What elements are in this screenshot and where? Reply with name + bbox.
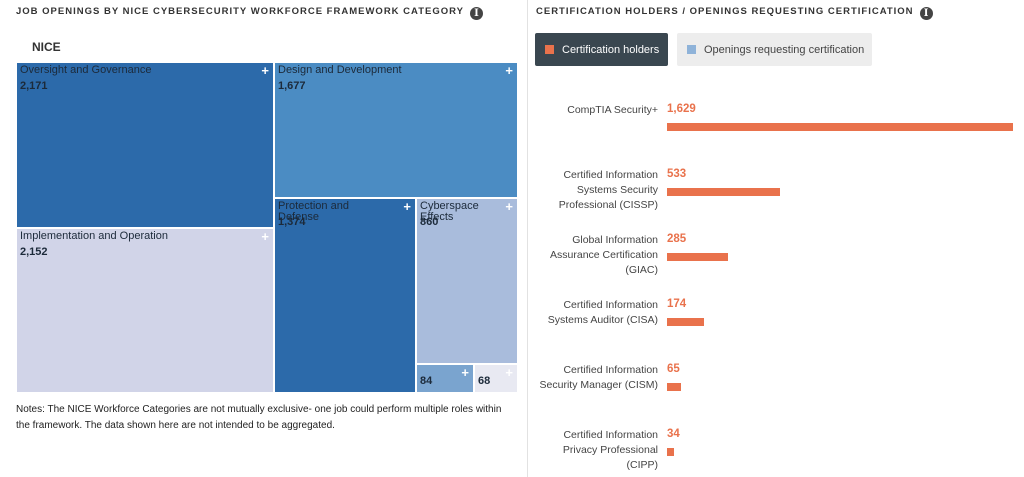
legend-swatch	[687, 45, 696, 54]
info-icon[interactable]: i	[469, 7, 483, 20]
treemap-tile-value: 1,677	[278, 80, 306, 92]
treemap-tile-label: Design and Development	[278, 64, 402, 76]
expand-icon[interactable]: +	[261, 229, 269, 244]
bar-category-label: Certified Information Systems Auditor (CI…	[547, 299, 658, 326]
bar[interactable]	[667, 253, 728, 261]
bar-category-label: Certified Information Privacy Professiona…	[562, 429, 658, 471]
treemap-tile-label: Protection and Defense	[278, 200, 349, 223]
info-icon[interactable]: i	[919, 7, 933, 20]
expand-icon[interactable]: +	[403, 199, 411, 214]
bar-value-label: 533	[667, 168, 687, 180]
treemap-tile[interactable]: Design and Development 1,677 +	[274, 62, 518, 198]
treemap-tile[interactable]: Oversight and Governance 2,171 +	[16, 62, 274, 228]
treemap-tile-value: 2,152	[20, 246, 48, 258]
treemap-tile[interactable]: 84 +	[416, 364, 474, 393]
treemap-tile[interactable]: 68 +	[474, 364, 518, 393]
expand-icon[interactable]: +	[261, 63, 269, 78]
legend-openings-requesting-button[interactable]: Openings requesting certification	[677, 33, 872, 66]
bar[interactable]	[667, 383, 681, 391]
expand-icon[interactable]: +	[505, 63, 513, 78]
bar-chart: CompTIA Security+ 1,629 Certified Informat…	[536, 90, 1024, 477]
bar[interactable]	[667, 188, 780, 196]
treemap-tile-value: 84	[420, 375, 433, 387]
bar-category-label: Certified Information Systems Security Pro…	[558, 169, 658, 211]
treemap-title: JOB OPENINGS BY NICE CYBERSECURITY WORKF…	[16, 6, 483, 20]
bar-value-label: 285	[667, 233, 687, 245]
bar[interactable]	[667, 448, 674, 456]
treemap-tile-label: Implementation and Operation	[20, 230, 168, 242]
expand-icon[interactable]: +	[505, 365, 513, 380]
bar-value-label: 65	[667, 363, 680, 375]
bar-value-label: 34	[667, 428, 680, 440]
treemap-root-label: NICE	[32, 40, 61, 54]
treemap-tile-value: 1,374	[278, 216, 306, 228]
treemap-tile-label: Oversight and Governance	[20, 64, 152, 76]
expand-icon[interactable]: +	[505, 199, 513, 214]
legend-label: Certification holders	[562, 43, 660, 56]
treemap-tile[interactable]: Protection and Defense 1,374 +	[274, 198, 416, 393]
bar[interactable]	[667, 123, 1013, 131]
treemap-tile[interactable]: Implementation and Operation 2,152 +	[16, 228, 274, 393]
bar-value-label: 174	[667, 298, 687, 310]
bar[interactable]	[667, 318, 704, 326]
treemap-tile[interactable]: Cyberspace Effects 860 +	[416, 198, 518, 364]
expand-icon[interactable]: +	[461, 365, 469, 380]
bar-chart-title: CERTIFICATION HOLDERS / OPENINGS REQUEST…	[536, 6, 933, 20]
bar-category-label: CompTIA Security+	[567, 104, 658, 116]
legend-certification-holders-button[interactable]: Certification holders	[535, 33, 668, 66]
treemap-tile-value: 68	[478, 375, 491, 387]
panel-divider	[527, 0, 528, 477]
treemap-tile-label: Cyberspace Effects	[420, 200, 479, 223]
treemap: Oversight and Governance 2,171 + Implementa…	[16, 62, 518, 393]
treemap-tile-value: 2,171	[20, 80, 48, 92]
legend-swatch	[545, 45, 554, 54]
notes: Notes: The NICE Workforce Categories are…	[16, 404, 502, 431]
bar-category-label: Global Information Assurance Certificatio…	[550, 234, 658, 276]
treemap-tile-value: 860	[420, 216, 439, 228]
bar-category-label: Certified Information Security Manager (C…	[539, 364, 658, 391]
bar-value-label: 1,629	[667, 103, 696, 115]
legend-label: Openings requesting certification	[704, 43, 865, 56]
